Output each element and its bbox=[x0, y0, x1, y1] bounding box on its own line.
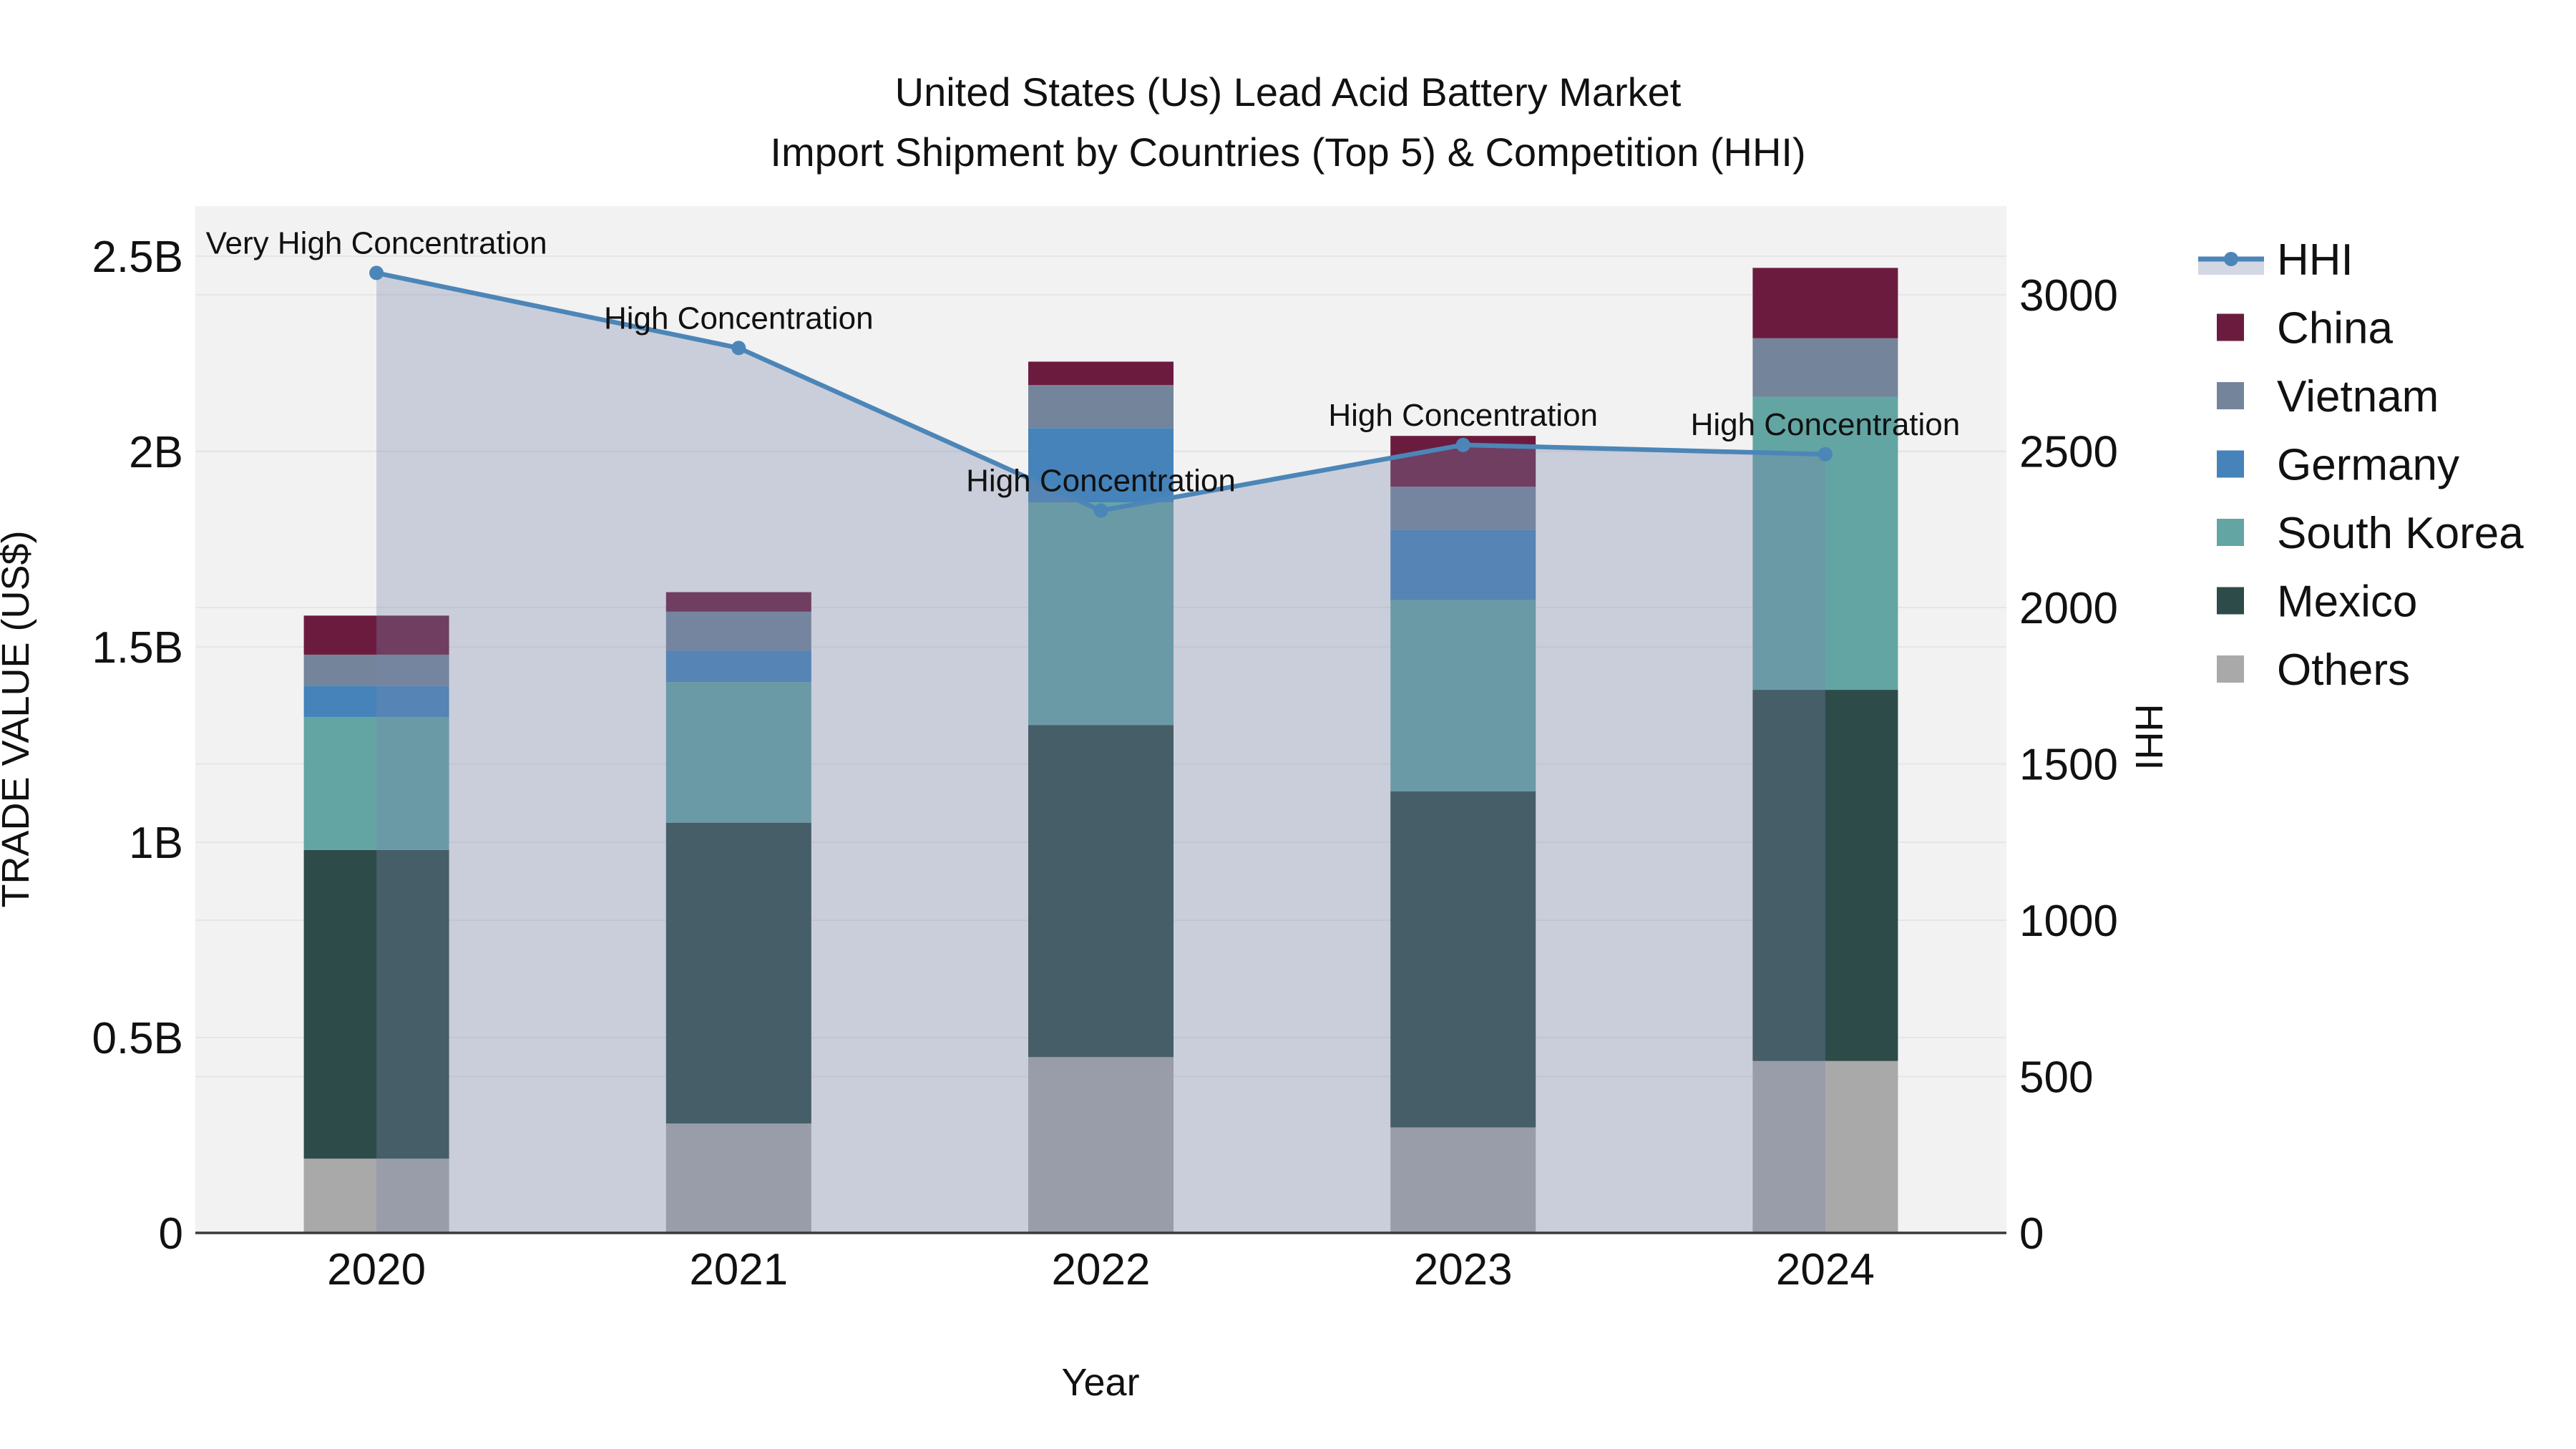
annotation-2024: High Concentration bbox=[1691, 407, 1961, 442]
x-axis-title: Year bbox=[1061, 1361, 1139, 1404]
legend-item-south-korea[interactable]: South Korea bbox=[2217, 509, 2524, 558]
bar-germany-2021[interactable] bbox=[665, 650, 811, 683]
legend-label-vietnam: Vietnam bbox=[2277, 372, 2439, 421]
hhi-point-2021[interactable] bbox=[731, 341, 746, 356]
y-right-tick-0: 0 bbox=[2019, 1209, 2044, 1259]
legend-swatch-south-korea bbox=[2217, 519, 2244, 546]
x-tick-2020: 2020 bbox=[327, 1245, 426, 1294]
bar-mexico-2022[interactable] bbox=[1028, 725, 1174, 1058]
bar-mexico-2021[interactable] bbox=[665, 822, 811, 1124]
x-tick-2021: 2021 bbox=[689, 1245, 788, 1294]
legend-label-germany: Germany bbox=[2277, 441, 2459, 490]
legend-label-others: Others bbox=[2277, 645, 2410, 695]
legend-hhi-area-swatch bbox=[2198, 259, 2264, 275]
y-left-tick-0: 0 bbox=[159, 1209, 183, 1259]
chart-title-line2: Import Shipment by Countries (Top 5) & C… bbox=[770, 130, 1805, 175]
y-left-tick-2.5B: 2.5B bbox=[92, 233, 183, 282]
hhi-point-2022[interactable] bbox=[1093, 503, 1108, 518]
y-left-tick-0.5B: 0.5B bbox=[92, 1014, 183, 1063]
bar-south-korea-2020[interactable] bbox=[303, 717, 449, 850]
bar-vietnam-2022[interactable] bbox=[1028, 385, 1174, 429]
legend-label-china: China bbox=[2277, 304, 2394, 353]
annotation-2023: High Concentration bbox=[1328, 398, 1598, 433]
legend-item-vietnam[interactable]: Vietnam bbox=[2217, 372, 2439, 421]
bar-germany-2023[interactable] bbox=[1390, 530, 1536, 600]
hhi-area-fill bbox=[376, 273, 1825, 1233]
bar-south-korea-2022[interactable] bbox=[1028, 502, 1174, 726]
annotation-2020: Very High Concentration bbox=[206, 225, 547, 260]
bar-china-2020[interactable] bbox=[303, 615, 449, 655]
legend-hhi-marker-icon bbox=[2224, 252, 2238, 266]
annotation-2022: High Concentration bbox=[966, 464, 1236, 499]
hhi-point-2024[interactable] bbox=[1818, 447, 1833, 462]
legend-item-others[interactable]: Others bbox=[2217, 645, 2410, 695]
legend-swatch-others bbox=[2217, 655, 2244, 683]
bar-vietnam-2020[interactable] bbox=[303, 654, 449, 686]
bar-vietnam-2024[interactable] bbox=[1752, 338, 1898, 397]
x-tick-2022: 2022 bbox=[1052, 1245, 1151, 1294]
y-right-tick-2500: 2500 bbox=[2019, 428, 2118, 477]
bar-china-2024[interactable] bbox=[1752, 268, 1898, 338]
legend-item-hhi[interactable]: HHI bbox=[2198, 235, 2353, 285]
bar-south-korea-2024[interactable] bbox=[1752, 396, 1898, 691]
x-tick-2023: 2023 bbox=[1414, 1245, 1513, 1294]
legend: HHI China Vietnam Germany South Korea Mexico O… bbox=[2198, 235, 2524, 695]
legend-label-hhi: HHI bbox=[2277, 235, 2353, 285]
y-left-tick-1B: 1B bbox=[129, 819, 183, 868]
bar-others-2021[interactable] bbox=[665, 1123, 811, 1233]
x-tick-2024: 2024 bbox=[1776, 1245, 1875, 1294]
y-left-tick-1.5B: 1.5B bbox=[92, 623, 183, 673]
y-right-tick-2000: 2000 bbox=[2019, 584, 2118, 633]
bar-others-2024[interactable] bbox=[1752, 1060, 1898, 1233]
legend-swatch-china bbox=[2217, 313, 2244, 341]
bar-others-2020[interactable] bbox=[303, 1158, 449, 1233]
bar-vietnam-2023[interactable] bbox=[1390, 487, 1536, 530]
legend-swatch-vietnam bbox=[2217, 382, 2244, 409]
bar-vietnam-2021[interactable] bbox=[665, 611, 811, 651]
bar-others-2023[interactable] bbox=[1390, 1127, 1536, 1233]
bar-mexico-2023[interactable] bbox=[1390, 791, 1536, 1128]
bar-mexico-2024[interactable] bbox=[1752, 690, 1898, 1061]
bar-south-korea-2021[interactable] bbox=[665, 682, 811, 823]
y-right-axis-title: HHI bbox=[2127, 704, 2170, 771]
bar-germany-2020[interactable] bbox=[303, 686, 449, 718]
y-right-tick-500: 500 bbox=[2019, 1053, 2093, 1103]
legend-item-china[interactable]: China bbox=[2217, 304, 2394, 353]
legend-item-mexico[interactable]: Mexico bbox=[2217, 577, 2417, 627]
y-left-tick-2B: 2B bbox=[129, 428, 183, 477]
legend-label-mexico: Mexico bbox=[2277, 577, 2417, 627]
bar-others-2022[interactable] bbox=[1028, 1057, 1174, 1233]
y-right-tick-1500: 1500 bbox=[2019, 741, 2118, 790]
bar-mexico-2020[interactable] bbox=[303, 849, 449, 1159]
legend-swatch-mexico bbox=[2217, 587, 2244, 615]
y-right-tick-1000: 1000 bbox=[2019, 897, 2118, 946]
bar-china-2021[interactable] bbox=[665, 592, 811, 612]
hhi-point-2023[interactable] bbox=[1455, 437, 1470, 452]
plot-layer: 0 0.5B 1B 1.5B 2B 2.5B 0 500 1000 1500 2000 2500 300… bbox=[92, 206, 2118, 1294]
chart-title-line1: United States (Us) Lead Acid Battery Mar… bbox=[895, 69, 1682, 114]
bar-south-korea-2023[interactable] bbox=[1390, 600, 1536, 792]
annotation-2021: High Concentration bbox=[604, 301, 874, 336]
y-left-axis-title: TRADE VALUE (US$) bbox=[0, 530, 37, 907]
legend-swatch-germany bbox=[2217, 450, 2244, 478]
y-right-tick-3000: 3000 bbox=[2019, 271, 2118, 321]
hhi-point-2020[interactable] bbox=[369, 265, 384, 280]
bar-china-2022[interactable] bbox=[1028, 361, 1174, 386]
legend-item-germany[interactable]: Germany bbox=[2217, 441, 2459, 490]
legend-label-south-korea: South Korea bbox=[2277, 509, 2524, 558]
